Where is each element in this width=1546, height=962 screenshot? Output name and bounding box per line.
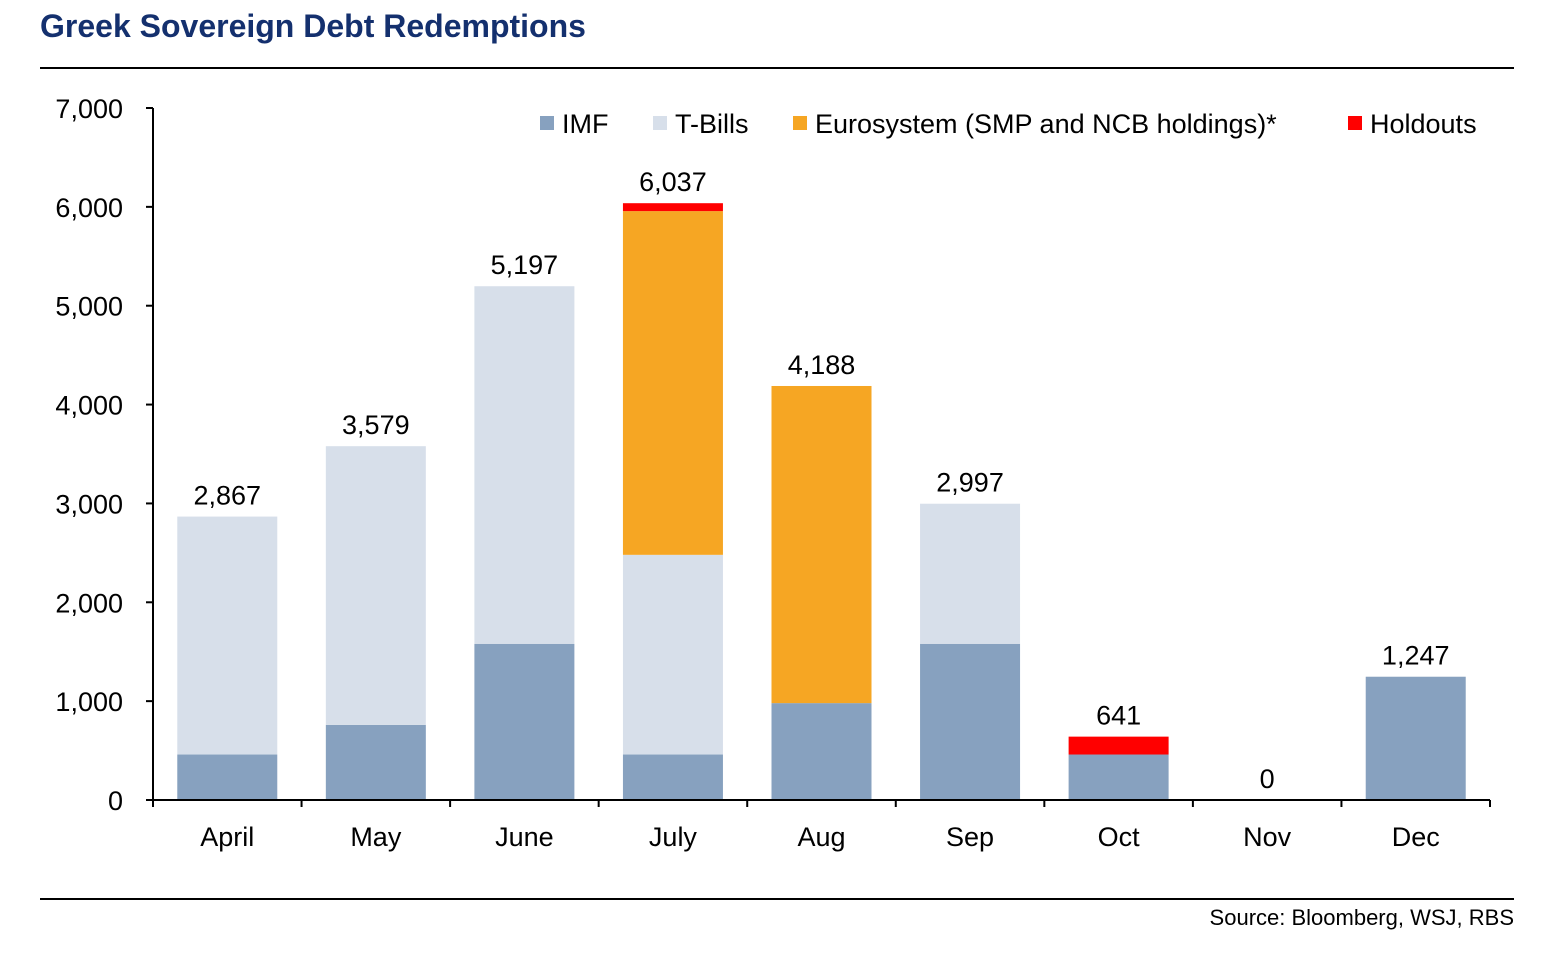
total-label-july: 6,037 <box>639 167 707 197</box>
total-label-may: 3,579 <box>342 410 410 440</box>
legend-label-imf: IMF <box>562 109 609 139</box>
total-label-dec: 1,247 <box>1382 641 1450 671</box>
y-tick-label: 7,000 <box>55 94 123 124</box>
x-tick-label-aug: Aug <box>797 822 845 852</box>
x-tick-label-june: June <box>495 822 554 852</box>
y-tick-label: 2,000 <box>55 588 123 618</box>
total-label-oct: 641 <box>1096 701 1141 731</box>
x-tick-label-sep: Sep <box>946 822 994 852</box>
bar-may-t-bills <box>325 446 426 725</box>
bar-july-imf <box>622 754 723 800</box>
x-tick-label-july: July <box>649 822 698 852</box>
y-tick-label: 3,000 <box>55 489 123 519</box>
bar-july-holdouts <box>622 203 723 212</box>
bars-group <box>177 203 1466 800</box>
bar-june-imf <box>474 643 575 800</box>
x-tick-label-april: April <box>200 822 254 852</box>
y-tick-label: 1,000 <box>55 687 123 717</box>
bar-april-imf <box>177 754 278 800</box>
bar-sep-imf <box>920 643 1021 800</box>
footer-divider <box>40 898 1514 900</box>
legend-swatch-eurosystem <box>793 116 807 130</box>
chart-title: Greek Sovereign Debt Redemptions <box>40 8 586 44</box>
x-tick-label-dec: Dec <box>1392 822 1440 852</box>
legend-label-t-bills: T-Bills <box>675 109 749 139</box>
x-tick-label-may: May <box>350 822 402 852</box>
y-tick-label: 4,000 <box>55 391 123 421</box>
bar-june-t-bills <box>474 286 575 644</box>
y-tick-label: 0 <box>108 786 123 816</box>
bar-april-t-bills <box>177 516 278 755</box>
x-tick-label-oct: Oct <box>1098 822 1141 852</box>
y-tick-label: 5,000 <box>55 292 123 322</box>
x-tick-label-nov: Nov <box>1243 822 1292 852</box>
source-note: Source: Bloomberg, WSJ, RBS <box>1209 905 1514 930</box>
labels-group: 2,867 April 3,579 May 5,197 June 6,037 July 4,18… <box>55 94 1449 852</box>
axes-group <box>146 107 1491 807</box>
bar-sep-t-bills <box>920 503 1021 644</box>
bar-july-eurosystem <box>622 211 723 555</box>
legend-label-holdouts: Holdouts <box>1370 109 1477 139</box>
legend-swatch-holdouts <box>1348 116 1362 130</box>
total-label-april: 2,867 <box>193 481 261 511</box>
y-tick-label: 6,000 <box>55 193 123 223</box>
chart-legend: IMF T-Bills Eurosystem (SMP and NCB holdin… <box>540 109 1477 139</box>
legend-swatch-t-bills <box>653 116 667 130</box>
bar-may-imf <box>325 724 426 800</box>
legend-swatch-imf <box>540 116 554 130</box>
bar-oct-holdouts <box>1068 736 1169 755</box>
total-label-nov: 0 <box>1260 764 1275 794</box>
bar-july-t-bills <box>622 554 723 755</box>
bar-aug-eurosystem <box>771 385 872 704</box>
total-label-june: 5,197 <box>491 250 559 280</box>
total-label-sep: 2,997 <box>936 468 1004 498</box>
bar-dec-imf <box>1365 676 1466 800</box>
total-label-aug: 4,188 <box>788 350 856 380</box>
bar-aug-imf <box>771 703 872 800</box>
bar-oct-imf <box>1068 754 1169 800</box>
title-divider <box>40 67 1514 69</box>
legend-label-eurosystem: Eurosystem (SMP and NCB holdings)* <box>815 109 1277 139</box>
